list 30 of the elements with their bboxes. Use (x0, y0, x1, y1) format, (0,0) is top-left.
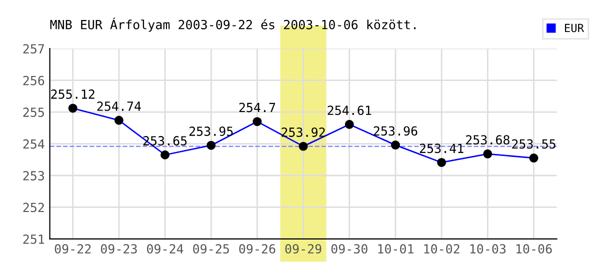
x-tick-label: 09-25 (193, 244, 229, 254)
data-label: 253.96 (374, 126, 418, 136)
data-label: 254.7 (239, 102, 276, 112)
data-label: 253.92 (282, 127, 325, 137)
x-tick-label: 09-30 (331, 244, 368, 254)
x-tick-label: 10-01 (378, 244, 414, 254)
x-tick-label: 10-03 (470, 244, 506, 254)
y-tick-label: 252 (23, 202, 44, 212)
y-tick-label: 255 (23, 108, 44, 118)
chart-title: MNB EUR Árfolyam 2003-09-22 és 2003-10-06 között. (50, 18, 416, 32)
data-label: 253.41 (420, 144, 464, 154)
data-label: 253.95 (189, 126, 233, 136)
y-tick-label: 254 (23, 139, 44, 149)
legend-label: EUR (565, 24, 584, 32)
data-label: 253.55 (512, 139, 556, 149)
x-tick-label: 09-29 (285, 244, 322, 254)
x-tick-label: 09-24 (147, 244, 184, 254)
x-tick-label: 09-22 (54, 244, 91, 254)
x-tick-label: 10-02 (424, 244, 460, 254)
y-tick-label: 253 (23, 171, 44, 180)
data-label: 253.68 (466, 135, 510, 145)
x-tick-label: 10-06 (516, 244, 552, 254)
data-label: 254.74 (97, 101, 141, 111)
y-tick-label: 256 (23, 76, 44, 86)
x-tick-label: 09-23 (100, 244, 137, 254)
data-label: 255.12 (51, 89, 94, 99)
y-tick-label: 251 (23, 234, 44, 244)
y-tick-label: 257 (23, 44, 44, 54)
data-label: 254.61 (328, 106, 372, 116)
x-tick-label: 09-26 (239, 244, 276, 254)
